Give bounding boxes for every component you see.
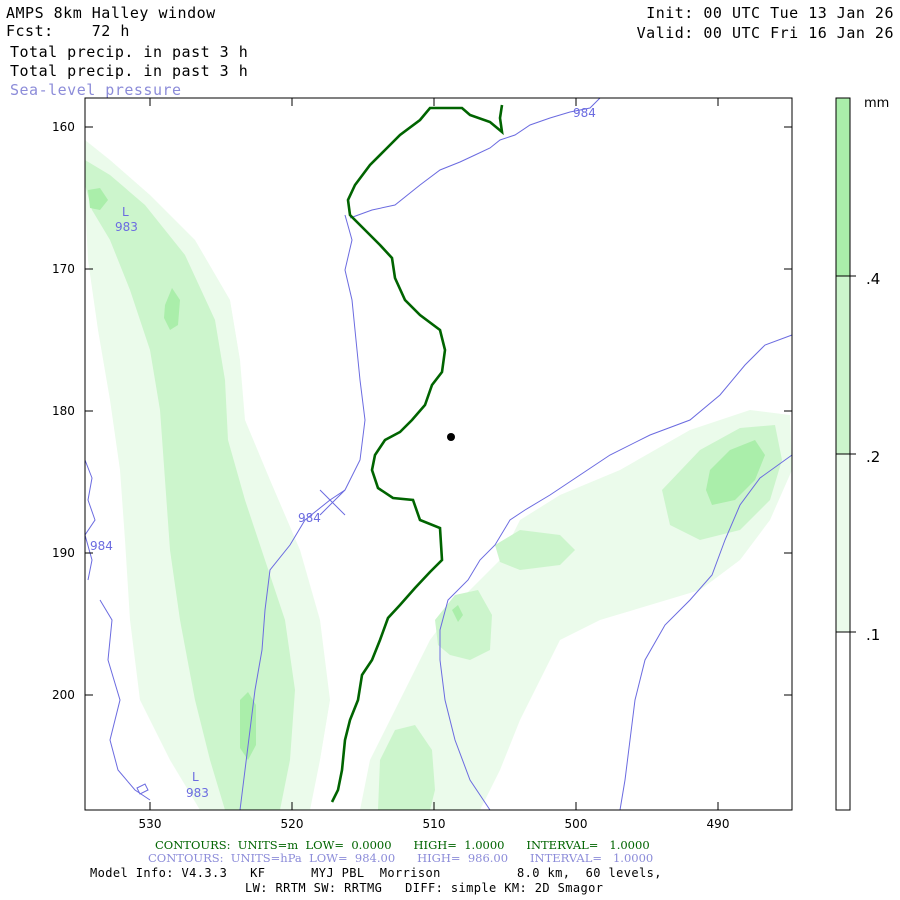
x-tick-label: 500 <box>565 817 588 831</box>
halley-station-marker <box>447 433 455 441</box>
pressure-label-984-mid: 984 <box>298 511 321 525</box>
y-tick-label: 170 <box>52 262 75 276</box>
model-info: Model Info: V4.3.3 KF MYJ PBL Morrison 8… <box>90 866 662 880</box>
y-axis <box>85 126 792 696</box>
precip-shading-dark <box>88 188 765 760</box>
low-label-top: L <box>122 205 129 219</box>
pressure-label-984-left: 984 <box>90 539 113 553</box>
x-tick-label: 530 <box>139 817 162 831</box>
pressure-contour-small-cross <box>319 489 346 516</box>
precip-patch-south-mid <box>435 590 492 660</box>
field-label-3: Sea-level pressure <box>10 81 182 99</box>
y-tick-label: 200 <box>52 688 75 702</box>
plot-title: AMPS 8km Halley window <box>6 4 216 22</box>
x-tick-label: 510 <box>423 817 446 831</box>
pressure-contour-984-east <box>619 454 793 811</box>
colorbar-unit: mm <box>864 96 889 111</box>
precip-max-north <box>88 188 108 210</box>
colorbar-label: .1 <box>866 626 880 644</box>
low-value-bottom: 983 <box>186 786 209 800</box>
x-tick-label: 520 <box>281 817 304 831</box>
low-value-top: 983 <box>115 220 138 234</box>
x-axis <box>149 98 719 810</box>
y-tick-label: 160 <box>52 120 75 134</box>
forecast-hour: Fcst: 72 h <box>6 22 130 40</box>
pressure-label-984-top: 984 <box>573 106 596 120</box>
colorbar-segment-none <box>836 632 850 810</box>
precip-band-west-mid <box>85 160 295 810</box>
colorbar: mm .4 .2 .1 <box>835 96 889 811</box>
low-label-bottom: L <box>192 770 199 784</box>
colorbar-label: .2 <box>866 448 880 466</box>
precip-max-east <box>706 440 765 505</box>
contour-info-height: CONTOURS: UNITS=m LOW= 0.0000 HIGH= 1.00… <box>155 838 650 852</box>
precip-max-southwest <box>240 692 256 760</box>
pressure-contour-983-southwest <box>99 599 151 801</box>
valid-time: Valid: 00 UTC Fri 16 Jan 26 <box>636 24 894 42</box>
y-tick-labels: 160 170 180 190 200 <box>52 120 75 702</box>
physics-info: LW: RRTM SW: RRTMG DIFF: simple KM: 2D S… <box>245 881 604 895</box>
precip-patch-center-mid <box>495 530 575 570</box>
pressure-contour-984-south <box>439 334 793 811</box>
precip-patch-bottom-mid <box>378 725 435 810</box>
colorbar-segment-mid <box>836 276 850 454</box>
colorbar-segment-high <box>836 98 850 276</box>
init-time: Init: 00 UTC Tue 13 Jan 26 <box>646 4 894 22</box>
colorbar-segment-low <box>836 454 850 632</box>
y-tick-label: 180 <box>52 404 75 418</box>
height-contour-0m <box>330 104 504 803</box>
pressure-contour-984-west <box>84 459 96 581</box>
x-tick-labels: 530 520 510 500 490 <box>139 817 730 831</box>
field-label-2: Total precip. in past 3 h <box>10 62 249 80</box>
pressure-contour-small-loop <box>136 783 149 795</box>
precip-max-west <box>164 288 180 330</box>
field-label-1: Total precip. in past 3 h <box>10 43 249 61</box>
pressure-contour-984-north <box>349 97 601 219</box>
precip-max-south <box>452 605 463 622</box>
colorbar-label: .4 <box>866 270 880 288</box>
map-plot-area: L 983 L 983 984 984 984 <box>84 97 793 811</box>
x-tick-label: 490 <box>707 817 730 831</box>
contour-info-pressure: CONTOURS: UNITS=hPa LOW= 984.00 HIGH= 98… <box>148 851 654 865</box>
y-tick-label: 190 <box>52 546 75 560</box>
pressure-contours <box>84 97 793 811</box>
